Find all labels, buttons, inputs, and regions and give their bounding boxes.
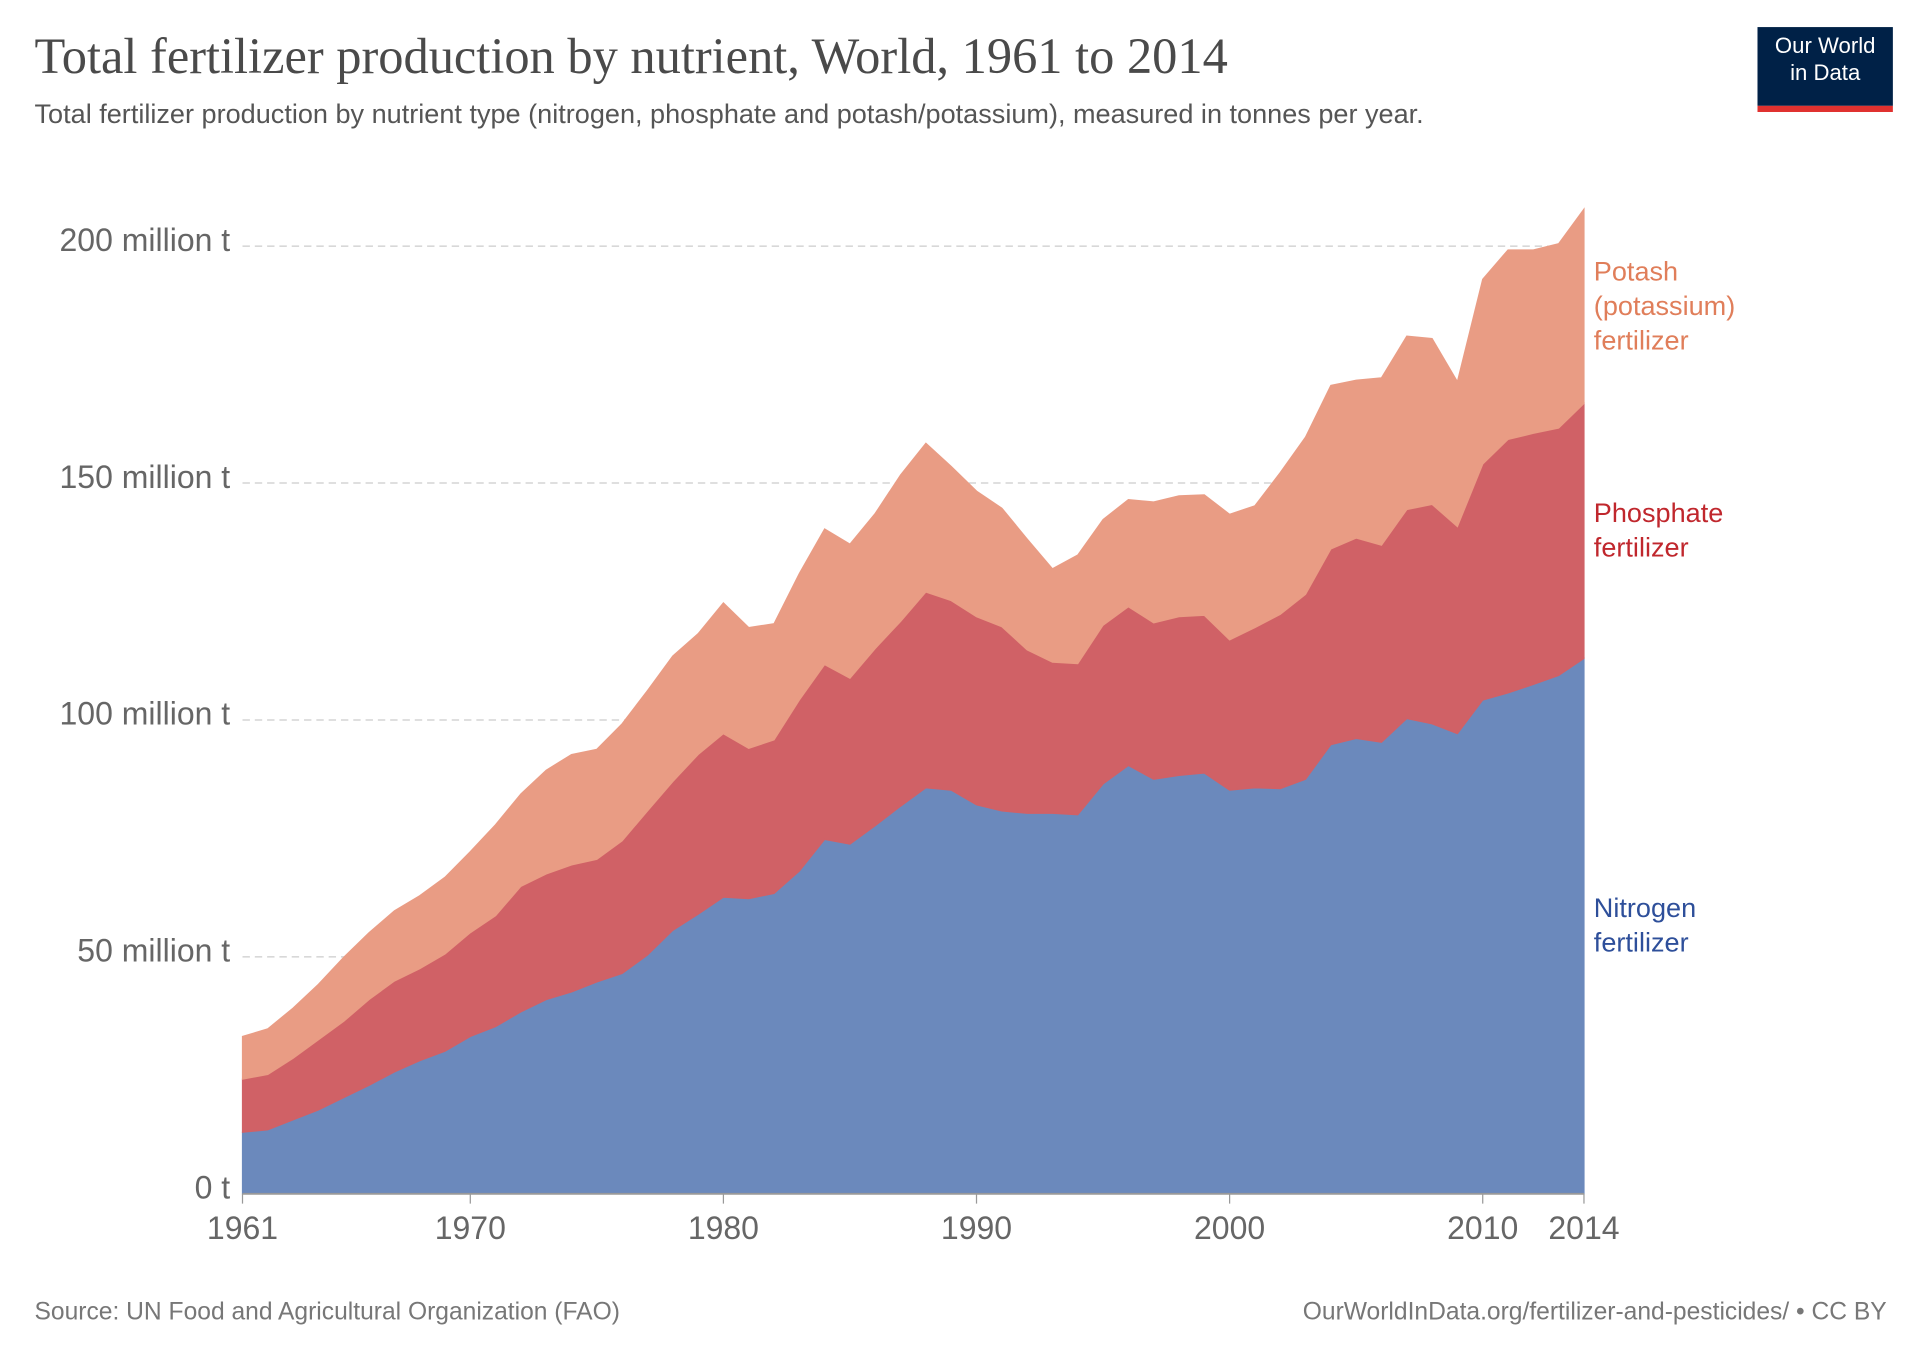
logo-box [1757, 27, 1893, 106]
y-tick-label: 50 million t [77, 933, 230, 969]
x-tick-label: 1970 [435, 1210, 506, 1246]
series-label-box: Potash (potassium) fertilizer [1593, 255, 1736, 356]
x-tick-label: 2010 [1447, 1210, 1518, 1246]
x-tick-label: 2014 [1548, 1210, 1619, 1246]
series-label-box: Nitrogen fertilizer [1593, 892, 1697, 959]
y-tick-label: 150 million t [60, 459, 231, 495]
x-tick-label: 1980 [688, 1210, 759, 1246]
legend-label: Phosphate fertilizer [1593, 497, 1724, 563]
logo-bar [1757, 105, 1893, 112]
license: OurWorldInData.org/fertilizer-and-pestic… [1303, 1299, 1887, 1326]
areas [241, 207, 1585, 1195]
y-tick-label: 200 million t [60, 222, 231, 258]
x-tick-label: 2000 [1194, 1210, 1265, 1246]
logo-text-box: Our World in Data [1774, 33, 1876, 85]
y-tick-label: 0 t [195, 1170, 231, 1206]
chart-title: Total fertilizer production by nutrient,… [35, 28, 1228, 84]
x-tick-label: 1990 [941, 1210, 1012, 1246]
legend-label: Nitrogen fertilizer [1593, 892, 1697, 959]
source: Source: UN Food and Agricultural Organiz… [35, 1299, 620, 1326]
chart-subtitle: Total fertilizer production by nutrient … [34, 98, 1424, 130]
logo: Our World in Data [1757, 27, 1893, 112]
y-tick-label: 100 million t [60, 696, 231, 732]
logo-text: Our World in Data [1774, 33, 1876, 85]
subtitle-box: Total fertilizer production by nutrient … [34, 98, 1424, 130]
series-label-box: Phosphate fertilizer [1593, 497, 1724, 563]
legend-label: Potash (potassium) fertilizer [1593, 255, 1736, 356]
x-tick-label: 1961 [207, 1210, 278, 1246]
area [241, 207, 1585, 1080]
axes: 0 t 50 million t 100 million t 150 million … [60, 222, 1620, 1246]
